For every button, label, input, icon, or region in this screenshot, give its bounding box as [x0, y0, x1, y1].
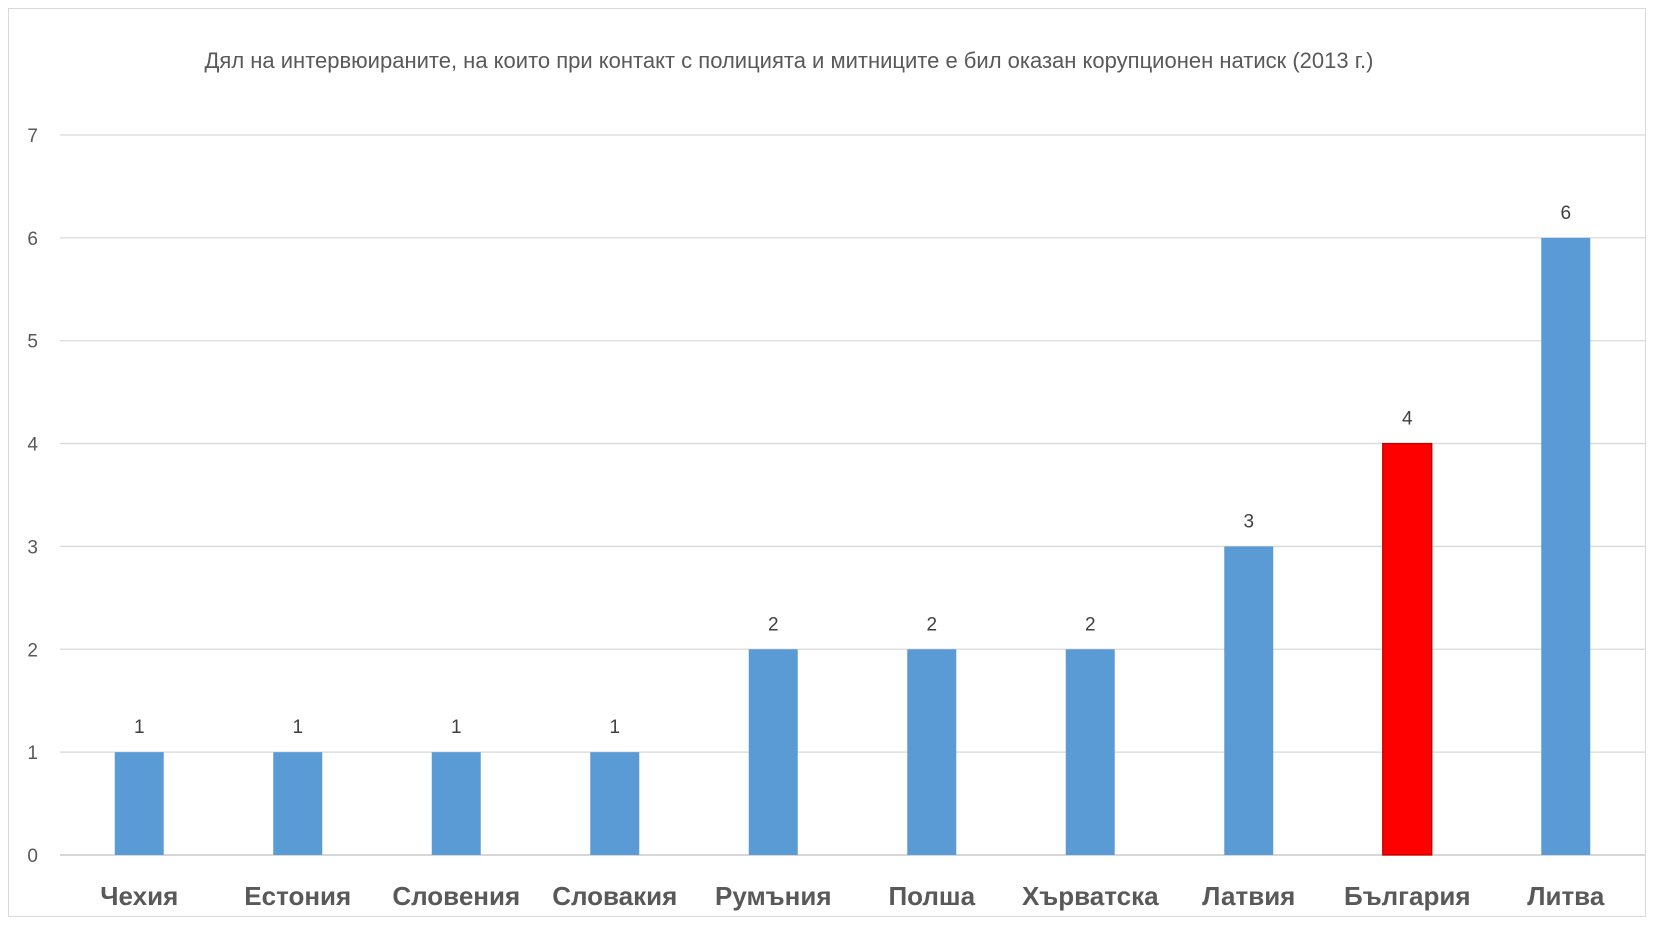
category-label: България	[1344, 881, 1470, 911]
category-label: Словения	[392, 881, 520, 911]
y-tick-label: 5	[27, 332, 38, 353]
bar	[273, 752, 323, 855]
data-label: 4	[1402, 409, 1413, 430]
y-tick-label: 6	[27, 229, 38, 250]
data-label: 1	[609, 717, 620, 738]
data-label: 6	[1560, 203, 1571, 224]
bar	[114, 752, 164, 855]
data-label: 1	[134, 717, 145, 738]
category-label: Хърватска	[1022, 881, 1159, 911]
data-label: 3	[1243, 511, 1254, 532]
y-tick-label: 0	[27, 846, 38, 867]
bar	[748, 649, 798, 855]
bar	[1382, 442, 1433, 856]
data-label: 1	[451, 717, 462, 738]
bar	[431, 752, 481, 855]
bar	[1065, 649, 1115, 855]
category-labels: Чехия Естония Словения Словакия Румъния Полша…	[100, 881, 1605, 911]
category-label: Словакия	[552, 881, 677, 911]
bar	[1541, 237, 1591, 855]
data-label: 2	[768, 614, 779, 635]
y-tick-label: 3	[27, 537, 38, 558]
data-label: 2	[1085, 614, 1096, 635]
bar	[590, 752, 640, 855]
gridlines	[60, 134, 1645, 856]
y-tick-label: 4	[27, 435, 38, 456]
bars	[114, 237, 1591, 856]
category-label: Чехия	[100, 881, 178, 911]
chart-title: Дял на интервюираните, на които при конт…	[204, 48, 1374, 73]
data-labels: 1 1 1 1 2 2 2 3 4 6	[134, 203, 1571, 738]
category-label: Естония	[244, 881, 351, 911]
data-label: 2	[926, 614, 937, 635]
y-tick-label: 7	[27, 126, 38, 147]
data-label: 1	[292, 717, 303, 738]
category-label: Литва	[1527, 881, 1605, 911]
category-label: Латвия	[1202, 881, 1295, 911]
y-tick-label: 2	[27, 640, 38, 661]
y-tick-label: 1	[27, 743, 38, 764]
category-label: Румъния	[715, 881, 832, 911]
bar	[1224, 546, 1274, 855]
bar	[907, 649, 957, 855]
category-label: Полша	[888, 881, 975, 911]
y-axis-ticks: 0 1 2 3 4 5 6 7	[27, 126, 38, 867]
